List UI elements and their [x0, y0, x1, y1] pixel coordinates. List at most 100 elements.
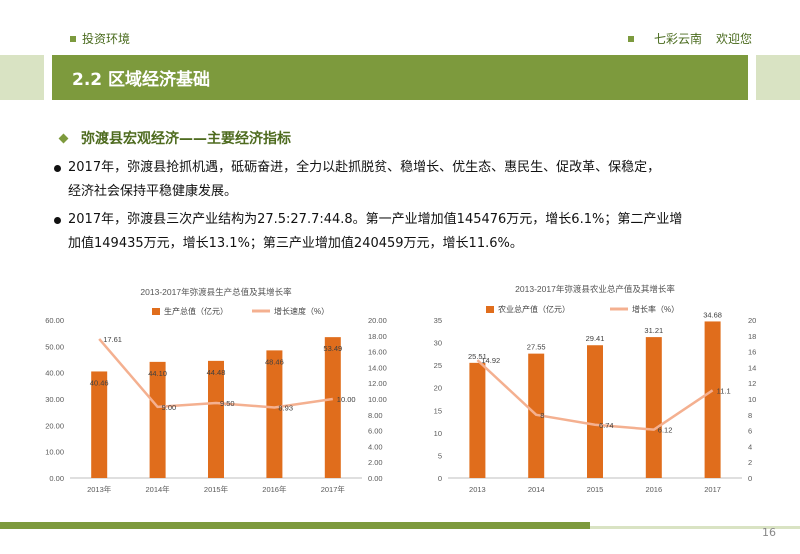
y-right-tick-label: 2.00 — [368, 458, 383, 467]
x-tick-label: 2013年 — [87, 484, 112, 494]
page-title: 2.2 区域经济基础 — [72, 70, 211, 90]
chart-legend: 农业总产值（亿元） 增长率（%） — [486, 304, 679, 314]
y-left-tick-label: 20 — [434, 384, 442, 393]
section-label-text: 投资环境 — [82, 32, 131, 46]
bar — [324, 337, 341, 478]
line-value-label: 6.74 — [599, 421, 614, 430]
bar — [587, 345, 603, 478]
line-value-label: 8.93 — [278, 403, 293, 412]
y-right-tick-label: 8 — [748, 411, 752, 420]
y-right-tick-label: 10 — [748, 395, 756, 404]
line-value-label: 6.12 — [658, 426, 673, 435]
gdp-chart: 2013-2017年弥渡县生产总值及其增长率生产总值（亿元） 增长速度（%） 0.0… — [30, 282, 400, 502]
bullet-dot-icon — [54, 217, 61, 224]
y-left-tick-label: 5 — [438, 451, 442, 460]
y-right-tick-label: 14 — [748, 363, 756, 372]
chart-legend: 生产总值（亿元） 增长速度（%） — [152, 306, 329, 316]
bar — [469, 362, 486, 478]
bullet-line: 2017年，弥渡县抢抓机遇，砥砺奋进，全力以赴抓脱贫、稳增长、优生态、惠民生、促… — [68, 160, 661, 175]
legend-bar-swatch — [152, 308, 160, 315]
greeting-brand: 七彩云南 — [654, 32, 703, 46]
y-left-tick-label: 10 — [434, 429, 442, 438]
line-value-label: 11.1 — [717, 386, 731, 395]
x-tick-label: 2013 — [469, 485, 486, 494]
bullet-paragraph: 2017年，弥渡县抢抓机遇，砥砺奋进，全力以赴抓脱贫、稳增长、优生态、惠民生、促… — [54, 156, 660, 204]
y-left-tick-label: 10.00 — [45, 448, 64, 457]
y-right-tick-label: 6.00 — [368, 427, 383, 436]
title-bar-right-accent — [756, 55, 800, 100]
y-left-tick-label: 15 — [434, 406, 442, 415]
chart-title: 2013-2017年弥渡县农业总产值及其增长率 — [515, 284, 675, 294]
title-bar-left-accent — [0, 55, 44, 100]
greeting: 七彩云南 欢迎您 — [628, 30, 752, 47]
line-value-label: 8 — [540, 411, 544, 420]
legend-bar-swatch — [486, 306, 494, 313]
y-right-tick-label: 12.00 — [368, 379, 387, 388]
subheading: 弥渡县宏观经济——主要经济指标 — [58, 128, 291, 148]
y-left-tick-label: 20.00 — [45, 421, 64, 430]
chart-title: 2013-2017年弥渡县生产总值及其增长率 — [140, 287, 292, 297]
bar-value-label: 34.68 — [703, 310, 722, 319]
section-label: 投资环境 — [70, 30, 130, 47]
bar — [704, 321, 721, 478]
y-right-tick-label: 18 — [748, 332, 756, 341]
bar-value-label: 25.51 — [468, 352, 487, 361]
bullet-line: 加值149435万元，增长13.1%；第三产业增加值240459万元，增长11.… — [68, 236, 523, 251]
y-left-tick-label: 35 — [434, 316, 442, 325]
y-left-tick-label: 30.00 — [45, 395, 64, 404]
y-left-tick-label: 60.00 — [45, 316, 64, 325]
y-right-tick-label: 16 — [748, 348, 756, 357]
line-value-label: 9.50 — [220, 399, 235, 408]
y-right-tick-label: 12 — [748, 379, 756, 388]
y-right-tick-label: 20.00 — [368, 316, 387, 325]
y-left-tick-label: 50.00 — [45, 342, 64, 351]
y-right-tick-label: 8.00 — [368, 411, 383, 420]
y-right-tick-label: 4.00 — [368, 442, 383, 451]
bullet-line: 2017年，弥渡县三次产业结构为27.5:27.7:44.8。第一产业增加值14… — [68, 212, 683, 227]
bullet-line: 经济社会保持平稳健康发展。 — [68, 184, 238, 199]
line-value-label: 9.00 — [162, 403, 177, 412]
bullet-paragraph: 2017年，弥渡县三次产业结构为27.5:27.7:44.8。第一产业增加值14… — [54, 208, 682, 256]
x-tick-label: 2014 — [528, 485, 545, 494]
growth-line — [476, 359, 714, 431]
subheading-text: 弥渡县宏观经济——主要经济指标 — [81, 131, 291, 147]
bar — [645, 337, 662, 478]
y-left-tick-label: 40.00 — [45, 369, 64, 378]
x-tick-label: 2017 — [704, 485, 721, 494]
x-tick-label: 2015年 — [204, 484, 229, 494]
legend-label: 增长速度（%） — [274, 306, 329, 316]
square-bullet-icon — [70, 35, 76, 42]
bar-value-label: 44.10 — [148, 369, 167, 378]
line-value-label: 17.61 — [103, 335, 122, 344]
y-right-tick-label: 0.00 — [368, 474, 383, 483]
y-right-tick-label: 18.00 — [368, 332, 387, 341]
agriculture-chart: 2013-2017年弥渡县农业总产值及其增长率农业总产值（亿元） 增长率（%） 0 5… — [418, 282, 763, 502]
x-tick-label: 2014年 — [146, 484, 171, 494]
y-right-tick-label: 0 — [748, 474, 752, 483]
y-right-tick-label: 2 — [748, 458, 752, 467]
bar-value-label: 31.21 — [644, 326, 663, 335]
greeting-text: 欢迎您 — [716, 32, 753, 46]
x-tick-label: 2016年 — [262, 484, 287, 494]
line-value-label: 14.92 — [481, 356, 500, 365]
y-left-tick-label: 0.00 — [49, 474, 64, 483]
legend-label: 增长率（%） — [632, 304, 679, 314]
bar-value-label: 40.46 — [90, 378, 109, 387]
bar-value-label: 53.49 — [323, 344, 342, 353]
x-tick-label: 2017年 — [321, 484, 346, 494]
line-value-label: 10.00 — [337, 395, 356, 404]
y-right-tick-label: 14.00 — [368, 363, 387, 372]
square-bullet-icon — [628, 35, 634, 42]
bullet-dot-icon — [54, 165, 61, 172]
footer-bar — [0, 522, 590, 529]
bar — [91, 371, 108, 478]
x-tick-label: 2015 — [587, 485, 604, 494]
y-right-tick-label: 16.00 — [368, 348, 387, 357]
bar-value-label: 48.46 — [265, 357, 284, 366]
y-left-tick-label: 25 — [434, 361, 442, 370]
title-bar: 2.2 区域经济基础 — [52, 55, 748, 100]
diamond-bullet-icon — [58, 133, 69, 143]
bar — [149, 361, 166, 478]
